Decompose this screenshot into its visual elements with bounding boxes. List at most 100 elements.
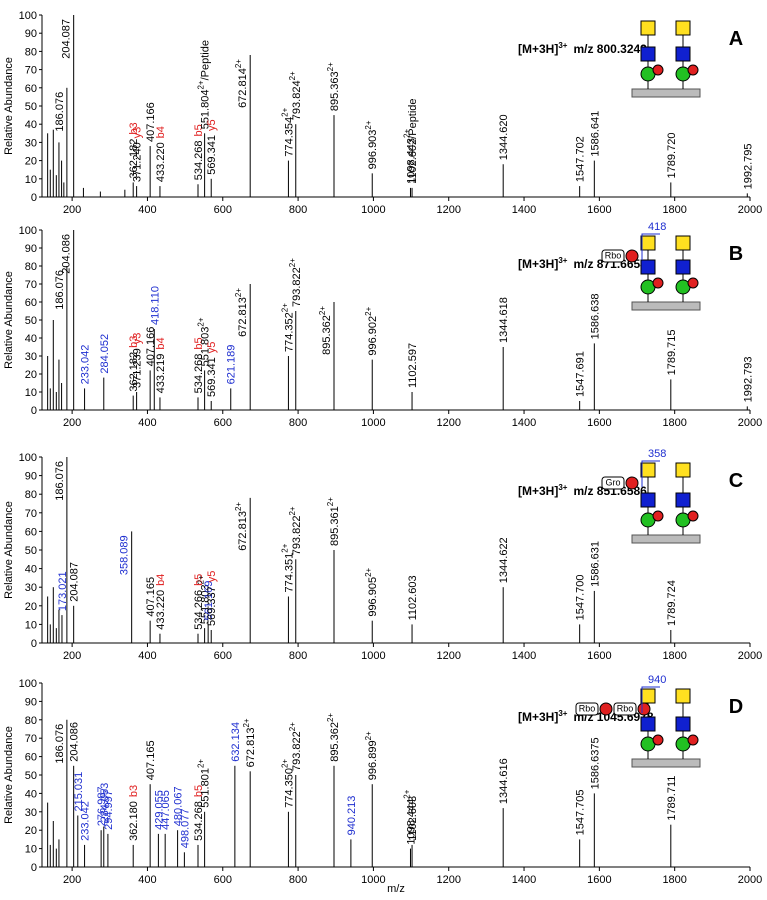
peak-mz: 186.076	[54, 270, 66, 310]
peak-mz: 480.067	[173, 786, 185, 826]
peak-mz: 672.813	[237, 511, 249, 551]
peak-label: 895.3622+	[318, 306, 333, 355]
peak-charge: 2+	[234, 502, 243, 511]
tag-label: Rbo	[579, 703, 596, 713]
peptide-bar	[631, 534, 701, 544]
tag-box	[575, 702, 599, 716]
y-tick-label: 70	[25, 65, 37, 77]
y-tick-label: 50	[25, 545, 37, 557]
peak-label: 294.997	[103, 790, 115, 830]
tag-label: Rbo	[605, 250, 622, 260]
peak-label: 895.3632+	[326, 62, 341, 111]
peak-charge: 2+	[234, 59, 243, 68]
peak-ion: b4	[155, 126, 167, 138]
peak-label: 672.8132+	[242, 718, 257, 767]
hexnac	[675, 492, 691, 508]
peak-mz: 1992.793	[742, 357, 754, 403]
peak-mz: 895.361	[329, 506, 341, 546]
y-tick-label: 60	[25, 752, 37, 764]
peak-label: 551.8042+/Peptide	[197, 40, 212, 129]
peak-label: 569.337 y5	[206, 571, 218, 626]
peak-mz: 407.166	[145, 102, 157, 142]
peak-charge: 2+	[326, 497, 335, 506]
peak-label: 534.266 b5	[193, 574, 205, 630]
peak-mz: 362.180	[128, 801, 140, 841]
peak-mz: 534.268	[193, 140, 205, 180]
x-tick-label: 200	[63, 650, 81, 662]
y-tick-label: 20	[25, 825, 37, 837]
x-tick-label: 800	[289, 874, 307, 886]
peak-ion: y3	[132, 333, 144, 345]
y-tick-label: 20	[25, 156, 37, 168]
hexnac	[675, 716, 691, 732]
x-tick-label: 2000	[738, 874, 762, 886]
peak-mz: 433.219	[155, 354, 167, 394]
x-tick-label: 800	[289, 417, 307, 429]
peak-mz: 551.801	[200, 768, 212, 808]
x-tick-label: 400	[138, 204, 156, 216]
peak-label: 895.3612+	[326, 497, 341, 546]
phosphate	[687, 734, 699, 746]
peak-mz: 284.053	[99, 783, 111, 823]
peak-label: 433.219 b4	[155, 337, 167, 393]
peak-charge: 2+	[197, 759, 206, 768]
x-tick-label: 600	[214, 650, 232, 662]
x-tick-label: 200	[63, 204, 81, 216]
peak-mz: 215.031	[73, 772, 85, 812]
panel-letter: A	[729, 28, 743, 50]
peak-label: 534.268 b5	[193, 124, 205, 180]
y-tick-label: 0	[31, 405, 37, 417]
hexnac	[675, 259, 691, 275]
peak-charge: 2+	[288, 506, 297, 515]
peak-mz: 793.822	[291, 731, 303, 771]
peak-ion: b3	[128, 785, 140, 797]
peak-label: 447.065	[160, 790, 172, 830]
peak-label: 793.8222+	[288, 258, 303, 307]
peak-mz: 1547.705	[575, 790, 587, 836]
peak-label: 1098.4432+	[402, 129, 417, 184]
phosphate	[687, 64, 699, 76]
peak-charge: 2+	[402, 129, 411, 138]
x-axis-title: m/z	[387, 883, 405, 895]
peak-ion: b3	[128, 336, 140, 348]
peak-label: 1098.4442+	[402, 789, 417, 844]
peak-mz: 895.363	[329, 71, 341, 111]
peak-charge: 2+	[280, 303, 289, 312]
peak-label: 362.182 b3	[128, 336, 140, 392]
peak-label: 1992.793	[742, 357, 754, 403]
peak-label: 534.268 b5	[193, 337, 205, 393]
phosphate	[652, 64, 664, 76]
peak-mz: 371.240	[132, 142, 144, 182]
peak-mz: 774.351	[283, 553, 295, 593]
peak-label: 793.8242+	[288, 71, 303, 120]
precursor-ion: [M+3H]	[518, 710, 558, 724]
y-tick-label: 10	[25, 387, 37, 399]
peak-label: 1789.711	[666, 776, 678, 821]
y-tick-label: 90	[25, 471, 37, 483]
peak-mz: 1789.711	[666, 776, 678, 821]
peak-label: 895.3622+	[326, 713, 341, 762]
y-tick-label: 60	[25, 297, 37, 309]
x-tick-label: 1800	[662, 874, 686, 886]
peak-charge: 2+	[402, 789, 411, 798]
peak-mz: 996.903	[367, 130, 379, 170]
y-axis-title: Relative Abundance	[3, 271, 15, 369]
y-tick-label: 70	[25, 279, 37, 291]
peak-ion: b5	[193, 337, 205, 349]
peak-mz: 551.804	[200, 90, 212, 130]
peak-label: 173.021	[57, 571, 69, 611]
x-tick-label: 1800	[662, 650, 686, 662]
precursor-ion: [M+3H]	[518, 42, 558, 56]
peak-label: 551.8012+	[197, 759, 212, 808]
peak-label: 204.087	[61, 19, 73, 59]
glycan-structure: Rbo 418	[601, 221, 701, 311]
peak-label: 672.8132+	[234, 288, 249, 337]
peak-label: 186.076	[54, 724, 66, 764]
galnac	[640, 688, 656, 704]
x-tick-label: 200	[63, 417, 81, 429]
peak-mz: 1344.620	[498, 114, 510, 160]
phosphate	[637, 702, 651, 716]
galnac	[640, 20, 656, 36]
peak-mz: 186.076	[54, 92, 66, 132]
phosphate	[652, 277, 664, 289]
